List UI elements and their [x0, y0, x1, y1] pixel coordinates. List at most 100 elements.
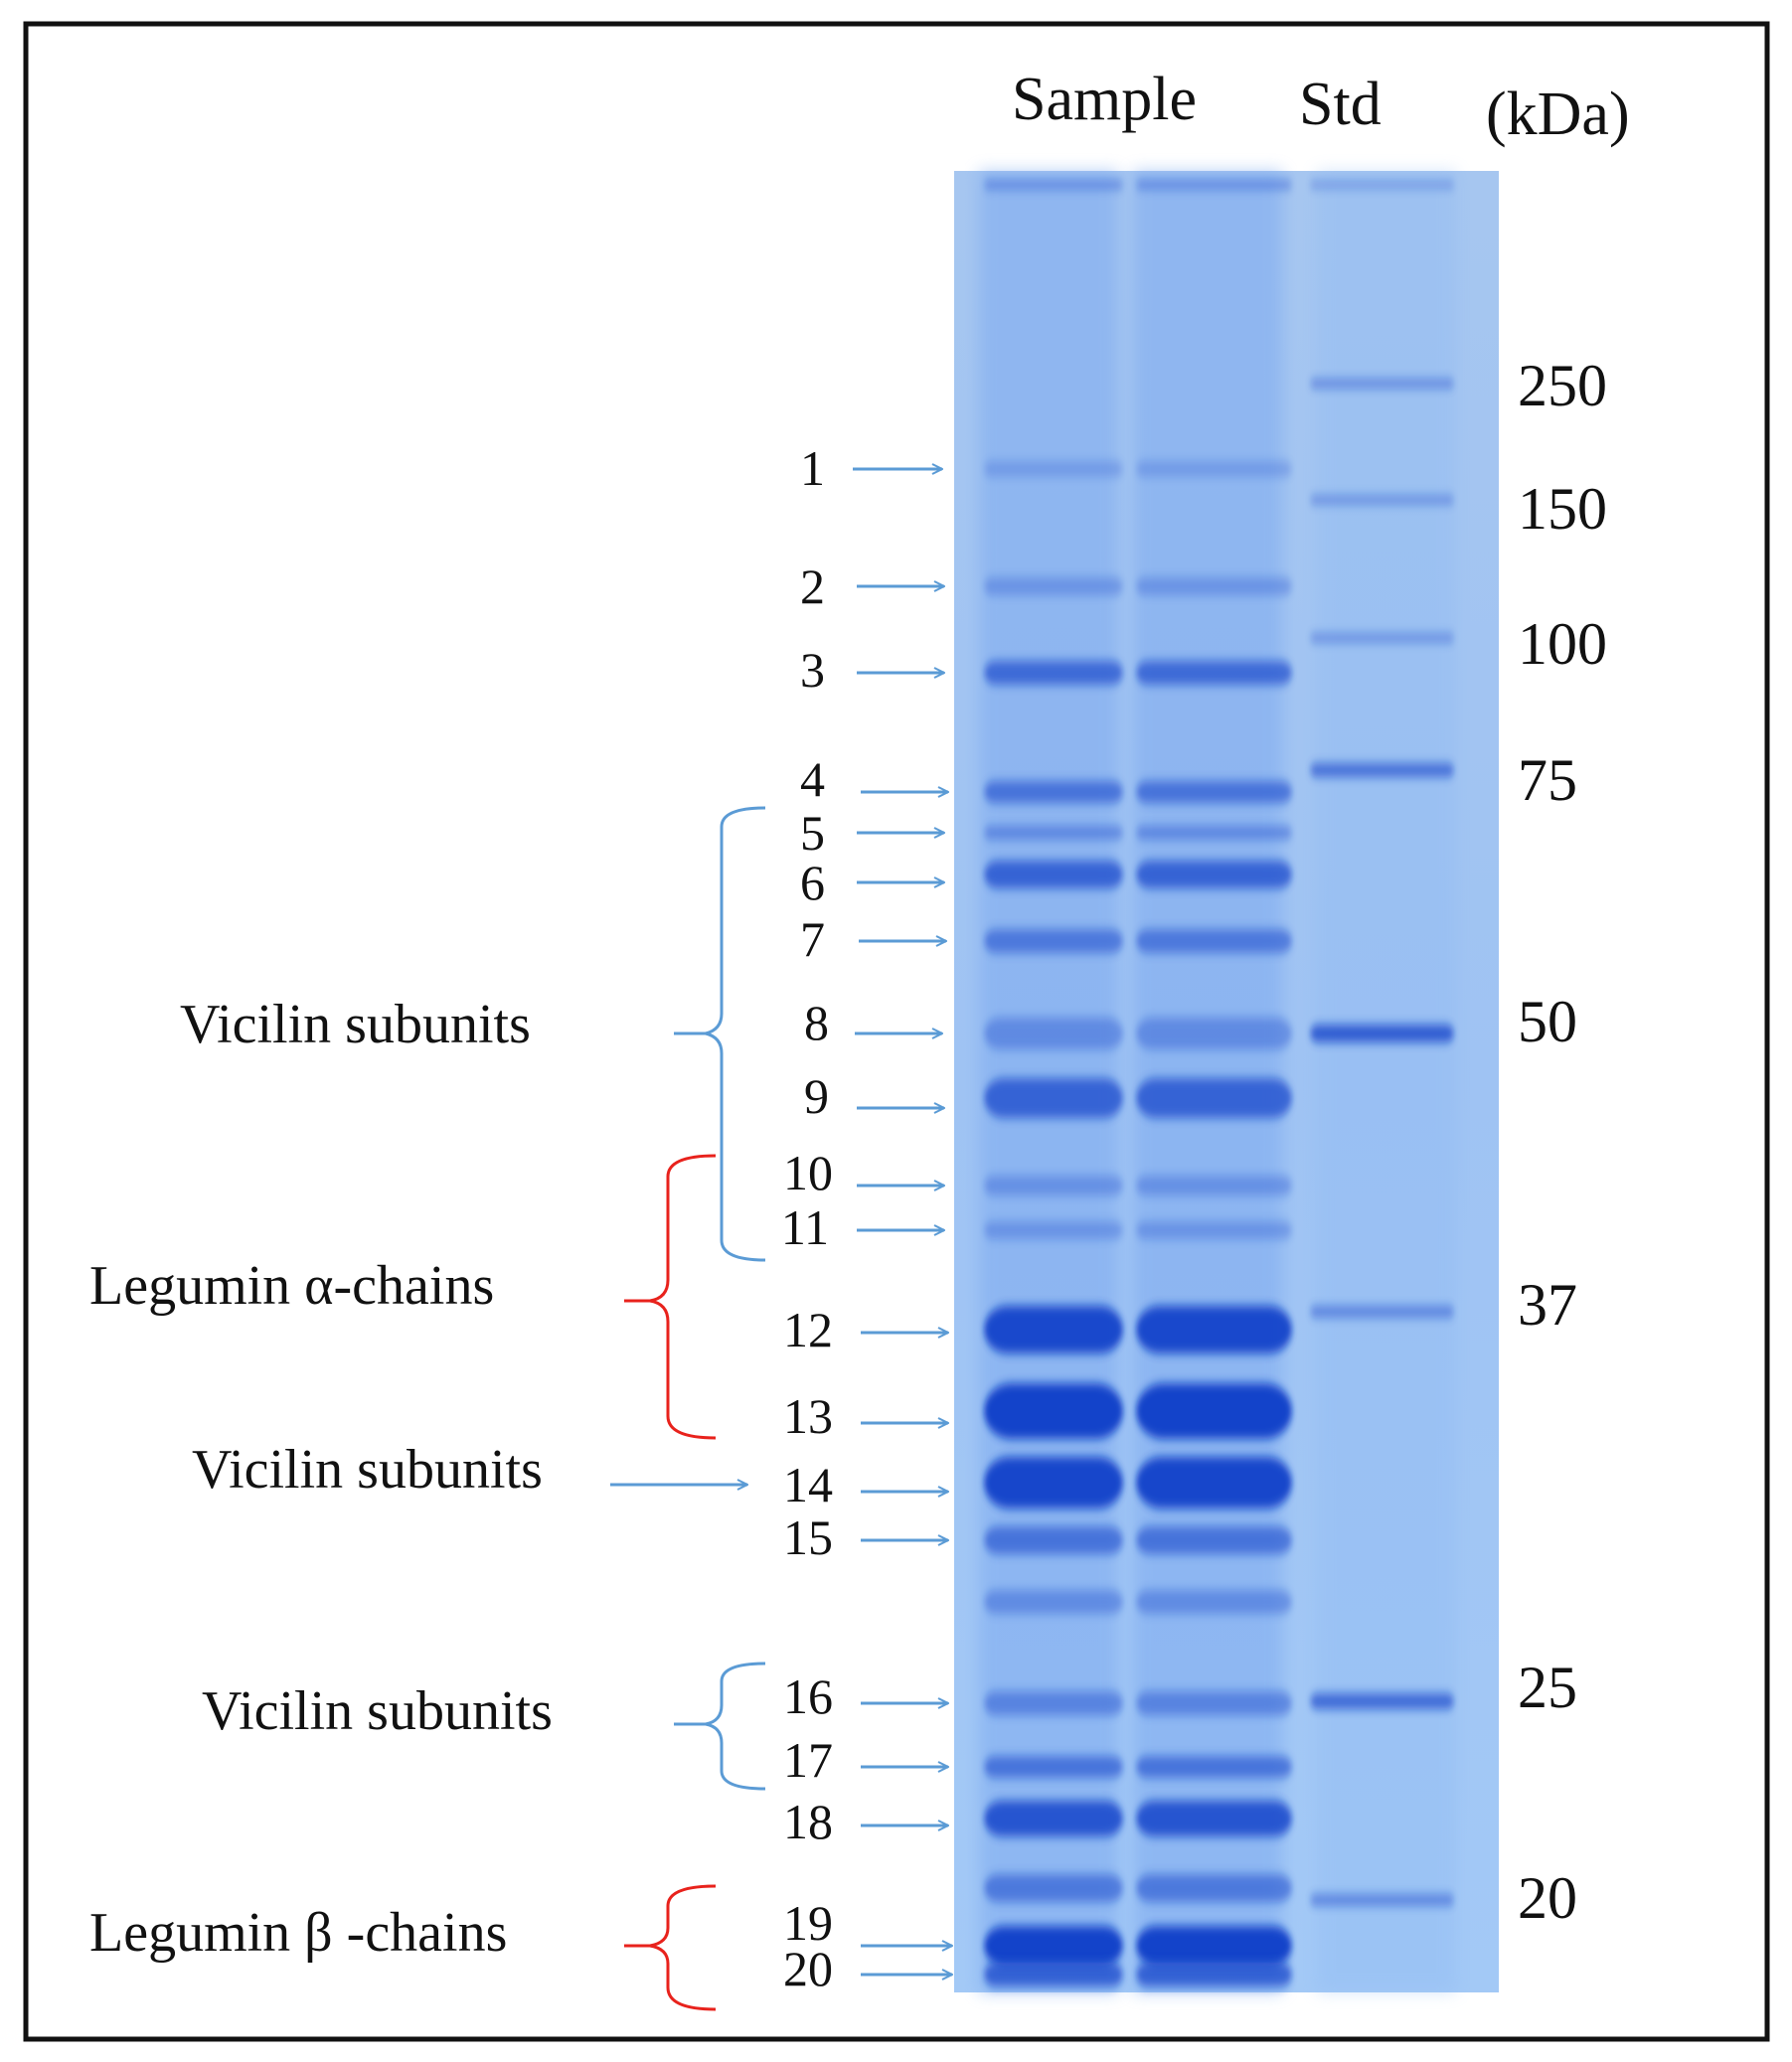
sample-band: [1136, 1306, 1292, 1353]
band-number-14: 14: [783, 1457, 833, 1512]
sample-band: [984, 781, 1123, 803]
std-band: [1310, 379, 1454, 389]
sample-band: [1136, 661, 1292, 685]
sample-band: [1136, 1221, 1292, 1239]
band-number-11: 11: [781, 1199, 829, 1255]
sample-band: [1136, 461, 1292, 477]
sample-band: [984, 1926, 1123, 1966]
band-number-1: 1: [800, 440, 825, 496]
marker-37: 37: [1518, 1272, 1577, 1338]
bracket-vicilin-1: [674, 806, 766, 1262]
band-number-15: 15: [783, 1509, 833, 1565]
header-std: Std: [1299, 71, 1382, 138]
sample-band: [1136, 1963, 1292, 1986]
bracket-legumin-beta: [624, 1884, 717, 2011]
band-number-19: 19: [783, 1895, 833, 1951]
bracket-legumin-alpha: [624, 1154, 717, 1440]
sample-band: [1136, 1526, 1292, 1554]
sample-band: [984, 1457, 1123, 1508]
sample-band: [1136, 1078, 1292, 1118]
band-number-9: 9: [804, 1068, 829, 1124]
band-number-5: 5: [800, 805, 825, 861]
sample-band: [984, 1756, 1123, 1778]
sample-band: [984, 180, 1123, 190]
std-band: [1310, 181, 1454, 189]
sample-band: [984, 1018, 1123, 1049]
sample-band: [984, 1306, 1123, 1353]
band-number-12: 12: [783, 1302, 833, 1357]
sample-band: [1136, 929, 1292, 953]
sample-band: [1136, 180, 1292, 190]
lane-std: [1317, 171, 1456, 1992]
sample-band: [984, 861, 1123, 888]
marker-250: 250: [1518, 353, 1607, 418]
sample-band: [1136, 1176, 1292, 1195]
band-number-2: 2: [800, 558, 825, 614]
band-number-13: 13: [783, 1388, 833, 1444]
marker-25: 25: [1518, 1655, 1577, 1720]
sample-band: [984, 1691, 1123, 1715]
std-band: [1310, 633, 1454, 643]
std-band: [1310, 1306, 1454, 1318]
header-unit: (kDa): [1486, 80, 1630, 148]
sample-band: [984, 1176, 1123, 1195]
band-number-10: 10: [783, 1145, 833, 1200]
sample-band: [1136, 1926, 1292, 1966]
std-band: [1310, 1693, 1454, 1709]
sample-band: [1136, 1756, 1292, 1778]
group-label-vicilin-1: Vicilin subunits: [180, 994, 531, 1055]
sample-band: [984, 461, 1123, 477]
band-number-8: 8: [804, 995, 829, 1050]
group-label-legumin-beta: Legumin β -chains: [89, 1902, 507, 1964]
group-label-vicilin-3: Vicilin subunits: [202, 1680, 553, 1742]
sample-band: [1136, 1018, 1292, 1049]
gel-image: [954, 171, 1499, 1992]
band-numbers: 1 2 3 4 5 6 7 8 9 10 11 12 13 14 15 16 1…: [781, 440, 833, 1996]
gel-bands: [984, 180, 1454, 1986]
sample-band: [984, 1078, 1123, 1118]
marker-150: 150: [1518, 476, 1607, 542]
band-arrows: [610, 469, 952, 1975]
band-number-20: 20: [783, 1941, 833, 1996]
marker-75: 75: [1518, 747, 1577, 813]
sample-band: [1136, 861, 1292, 888]
std-band: [1310, 1025, 1454, 1042]
std-band: [1310, 1894, 1454, 1906]
std-band: [1310, 763, 1454, 777]
sample-band: [984, 1383, 1123, 1439]
sample-band: [984, 1221, 1123, 1239]
sample-band: [984, 1801, 1123, 1836]
sample-band: [1136, 1457, 1292, 1508]
band-number-17: 17: [783, 1732, 833, 1788]
band-number-6: 6: [800, 855, 825, 910]
sample-band: [1136, 577, 1292, 595]
sample-band: [1136, 1383, 1292, 1439]
sample-band: [984, 929, 1123, 953]
group-label-legumin-alpha: Legumin α-chains: [89, 1255, 494, 1317]
header-sample: Sample: [1012, 66, 1197, 133]
sample-band: [1136, 1874, 1292, 1902]
band-number-16: 16: [783, 1668, 833, 1724]
sample-band: [1136, 1801, 1292, 1836]
sample-band: [984, 1526, 1123, 1554]
sample-band: [984, 1874, 1123, 1902]
sample-band: [984, 826, 1123, 840]
band-number-3: 3: [800, 642, 825, 698]
sample-band: [984, 1590, 1123, 1614]
sample-band: [1136, 1691, 1292, 1715]
sample-band: [984, 661, 1123, 685]
sample-band: [1136, 826, 1292, 840]
band-number-4: 4: [800, 751, 825, 807]
sample-band: [984, 577, 1123, 595]
group-label-vicilin-2: Vicilin subunits: [192, 1439, 543, 1501]
sample-band: [984, 1963, 1123, 1986]
bracket-vicilin-3: [674, 1662, 766, 1791]
band-number-7: 7: [800, 911, 825, 967]
sample-band: [1136, 781, 1292, 803]
sample-band: [1136, 1590, 1292, 1614]
marker-50: 50: [1518, 989, 1577, 1054]
marker-100: 100: [1518, 611, 1607, 677]
std-band: [1310, 495, 1454, 505]
marker-20: 20: [1518, 1865, 1577, 1931]
